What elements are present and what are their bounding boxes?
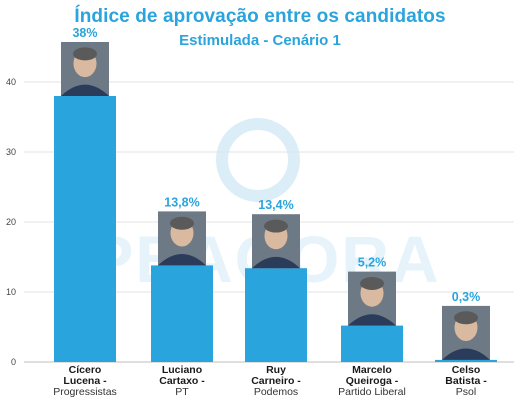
y-tick-label: 20 [6, 217, 16, 227]
y-axis-ticks: 0 10 20 30 40 [6, 77, 16, 367]
photo-shoulders [348, 314, 396, 326]
candidate-photos [61, 42, 490, 360]
category-name: Lucena - [63, 375, 107, 387]
chart-subtitle: Estimulada - Cenário 1 [179, 32, 341, 49]
y-tick-label: 40 [6, 77, 16, 87]
data-label: 5,2% [358, 256, 387, 270]
photo-shoulders [158, 254, 206, 266]
bar [341, 325, 403, 362]
category-name: Ruy [266, 364, 286, 376]
category-name: Carneiro - [251, 375, 301, 387]
category-party: Podemos [254, 386, 298, 398]
candidate-photo [252, 214, 300, 269]
category-party: Psol [456, 386, 476, 398]
category-name: Celso [452, 364, 481, 376]
photo-hair [73, 47, 97, 61]
candidate-photo [61, 42, 109, 96]
photo-shoulders [442, 348, 490, 360]
category-name: Cícero [69, 364, 102, 376]
candidate-photo [442, 305, 490, 360]
category-name: Cartaxo - [159, 375, 205, 387]
photo-hair [170, 216, 194, 230]
y-tick-label: 0 [11, 357, 16, 367]
category-party: PT [175, 386, 189, 398]
y-tick-label: 30 [6, 147, 16, 157]
category-name: Marcelo [352, 364, 392, 376]
bar [245, 268, 307, 362]
category-name: Queiroga - [346, 375, 399, 387]
photo-hair [264, 219, 288, 233]
category-name: Batista - [445, 375, 487, 387]
category-party: Partido Liberal [338, 386, 406, 398]
photo-shoulders [61, 84, 109, 96]
category-party: Progressistas [53, 386, 117, 398]
watermark-circle [216, 118, 300, 202]
bar [151, 265, 213, 362]
data-label: 38% [72, 26, 97, 40]
bars [54, 96, 497, 362]
bar [54, 96, 116, 362]
photo-hair [360, 277, 384, 290]
candidate-photo [158, 211, 206, 266]
data-label: 0,3% [452, 290, 481, 304]
candidate-photo [348, 271, 396, 326]
category-name: Luciano [162, 364, 202, 376]
photo-shoulders [252, 256, 300, 269]
photo-hair [454, 311, 478, 325]
y-tick-label: 10 [6, 287, 16, 297]
chart-title: Índice de aprovação entre os candidatos [74, 6, 446, 27]
data-label: 13,4% [258, 198, 293, 212]
data-label: 13,8% [164, 195, 199, 209]
bar [435, 359, 497, 362]
data-labels: 38% 13,8% 13,4% 5,2% 0,3% [72, 26, 480, 304]
